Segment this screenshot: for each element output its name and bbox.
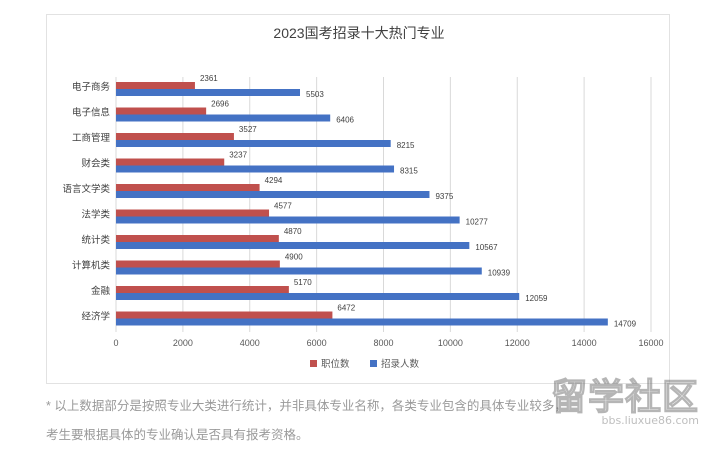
data-label: 10277 [466,218,489,227]
bar-positions [116,235,279,242]
category-label: 法学类 [81,209,110,221]
bar-hires [116,318,608,326]
category-label: 电子商务 [72,81,111,93]
chart-title: 2023国考招录十大热门专业 [273,25,444,41]
x-tick-label: 14000 [572,338,597,348]
data-label: 9375 [435,192,453,201]
legend: 职位数 招录人数 [310,358,420,370]
data-label: 14709 [614,320,637,329]
x-tick-label: 16000 [638,338,663,348]
bar-hires [116,140,391,147]
footnote-line-1: * 以上数据部分是按照专业大类进行统计，并非具体专业名称，各类专业包含的具体专业… [46,399,567,413]
legend-swatch [370,360,377,367]
category-label: 经济学 [81,311,110,323]
data-label: 4870 [284,227,302,236]
data-label: 2696 [211,100,229,109]
bar-hires [116,293,520,300]
category-label: 计算机类 [72,260,111,272]
data-label: 8315 [400,167,418,176]
x-tick-label: 4000 [240,338,260,348]
data-label: 12059 [525,294,548,303]
bar-hires [116,191,430,198]
bars [116,82,608,326]
data-label: 10939 [488,269,511,278]
data-label: 3237 [229,151,247,160]
bar-hires [116,242,470,249]
footnote-line-2: 考生要根据具体的专业确认是否具有报考资格。 [46,428,309,442]
legend-swatch [310,360,317,367]
category-label: 财会类 [81,158,110,170]
chart-card: 2023国考招录十大热门专业 2361 5503 2696 6406 3527 8215 3… [46,14,670,384]
bar-hires [116,114,331,122]
x-tick-label: 10000 [438,338,463,348]
category-label: 语言文学类 [62,183,110,195]
bar-positions [116,107,207,115]
bar-positions [116,260,280,268]
bar-positions [116,158,225,166]
data-labels: 2361 5503 2696 6406 3527 8215 3237 8315 4294 9375… [200,74,637,329]
data-label: 4900 [285,253,303,262]
bar-hires [116,267,482,275]
legend-label: 职位数 [321,358,350,370]
data-label: 2361 [200,74,218,83]
x-tick-label: 12000 [505,338,530,348]
footnote: * 以上数据部分是按照专业大类进行统计，并非具体专业名称，各类专业包含的具体专业… [46,392,686,450]
category-label: 电子信息 [72,107,110,119]
data-label: 10567 [475,243,498,252]
bar-positions [116,209,270,217]
bar-positions [116,184,260,191]
bar-chart: 2023国考招录十大热门专业 2361 5503 2696 6406 3527 8215 3… [62,25,663,370]
data-label: 6472 [337,304,355,313]
category-label: 金融 [91,285,111,297]
bar-positions [116,133,234,140]
x-tick-label: 2000 [173,338,193,348]
bar-positions [116,311,333,319]
data-label: 6406 [336,116,354,125]
x-tick-label: 6000 [307,338,327,348]
legend-label: 招录人数 [381,358,420,370]
data-label: 3527 [239,125,257,134]
category-label: 工商管理 [72,132,111,144]
category-label: 统计类 [81,234,110,246]
bar-hires [116,165,395,173]
data-label: 5503 [306,90,324,99]
bar-hires [116,216,460,224]
x-tick-label: 8000 [373,338,393,348]
bar-positions [116,286,289,293]
x-tick-label: 0 [113,338,118,348]
data-label: 8215 [397,141,415,150]
data-label: 4294 [265,176,283,185]
data-label: 4577 [274,202,292,211]
bar-hires [116,89,301,96]
x-axis-ticks: 0 2000 4000 6000 8000 10000 12000 14000 16000 [113,338,663,348]
data-label: 5170 [294,278,312,287]
bar-positions [116,82,195,89]
